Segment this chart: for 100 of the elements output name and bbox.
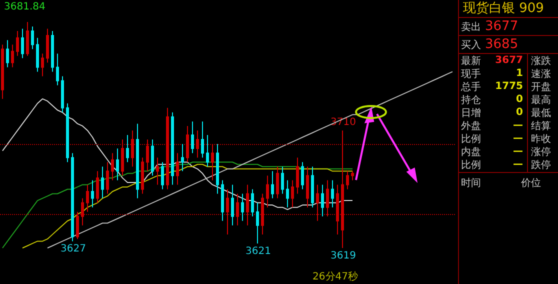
text: 现手 xyxy=(461,68,482,80)
candlestick xyxy=(1,44,4,100)
text: 0 xyxy=(515,107,524,118)
candlestick xyxy=(156,157,159,186)
candlestick xyxy=(291,180,294,208)
candlestick xyxy=(81,198,84,226)
candlestick xyxy=(136,123,139,199)
candlestick xyxy=(336,184,339,235)
candlestick xyxy=(86,184,89,212)
annotation: 3710 xyxy=(330,116,356,128)
candlestick xyxy=(301,162,304,190)
candlestick xyxy=(171,112,174,186)
candlestick xyxy=(261,193,264,235)
candlestick xyxy=(331,180,334,208)
candlestick xyxy=(151,139,154,176)
candlestick xyxy=(161,162,164,190)
candlestick xyxy=(246,184,249,226)
text: 时间 xyxy=(461,176,482,190)
text: 3681.84 xyxy=(4,2,46,12)
text: 总手 xyxy=(461,80,482,94)
candlestick xyxy=(271,170,274,199)
candlestick xyxy=(101,166,104,199)
candlestick xyxy=(286,180,289,208)
text: — xyxy=(512,120,524,131)
candlestick xyxy=(241,193,244,222)
text: 3685 xyxy=(485,37,518,52)
candlestick xyxy=(126,134,129,163)
text: 开盘 xyxy=(527,80,551,94)
candlestick xyxy=(196,130,199,158)
text: 内盘 xyxy=(461,146,482,158)
candlestick xyxy=(226,188,229,235)
candlestick xyxy=(191,120,194,154)
candlestick xyxy=(201,120,204,158)
candlestick xyxy=(276,166,279,199)
text: 1 xyxy=(515,68,524,79)
candlestick xyxy=(26,22,29,56)
candlestick xyxy=(176,152,179,186)
candlestick xyxy=(231,184,234,226)
candlestick xyxy=(316,184,319,222)
candlestick xyxy=(111,152,114,181)
text: 比例 xyxy=(461,132,482,146)
candlestick xyxy=(96,170,99,204)
text: 昨收 xyxy=(527,132,551,146)
candlestick xyxy=(216,144,219,194)
candlestick xyxy=(71,152,74,242)
candlestick xyxy=(31,26,34,50)
annotation: 3627 xyxy=(60,244,86,255)
candlestick xyxy=(11,44,14,68)
text: 跌停 xyxy=(527,158,551,172)
text: 涨停 xyxy=(527,144,551,158)
text: 最新 xyxy=(461,54,482,68)
candlestick xyxy=(321,184,324,217)
annotation: 3621 xyxy=(246,246,271,257)
text: 最低 xyxy=(527,106,551,120)
candlestick xyxy=(221,180,224,222)
text: 3677 xyxy=(485,19,518,34)
candlestick xyxy=(266,175,269,208)
text: 买入 xyxy=(461,38,482,52)
candlestick xyxy=(116,148,119,181)
candlestick xyxy=(56,53,59,86)
candlestick xyxy=(281,166,284,194)
text: 比例 xyxy=(461,158,482,172)
text: 卖出 xyxy=(461,20,482,34)
candlestick xyxy=(66,102,69,163)
candlestick xyxy=(166,107,169,190)
candlestick xyxy=(296,157,299,194)
text: 最高 xyxy=(527,92,551,106)
candlestick xyxy=(51,30,54,72)
candlestick xyxy=(256,202,259,244)
candlestick xyxy=(141,157,144,194)
candlestick xyxy=(36,37,39,72)
candlestick xyxy=(236,193,239,226)
text: 3677 xyxy=(494,55,524,66)
text: 1775 xyxy=(494,81,524,92)
candlestick xyxy=(106,162,109,194)
text: 外盘 xyxy=(461,120,482,132)
text: 结算 xyxy=(527,118,551,132)
candlestick xyxy=(341,130,344,248)
candlestick xyxy=(351,170,354,181)
text: 现货白银 909 xyxy=(459,0,558,18)
text: 速涨 xyxy=(527,66,551,80)
candlestick xyxy=(16,30,19,56)
candlestick xyxy=(251,188,254,217)
candlestick xyxy=(76,211,79,240)
text: 0 xyxy=(515,94,524,105)
text: 26分47秒 xyxy=(312,270,358,282)
candlestick xyxy=(41,53,44,77)
candlestick xyxy=(346,170,349,190)
text: 涨跌 xyxy=(527,54,551,68)
candlestick xyxy=(306,166,309,208)
candlestick xyxy=(6,40,9,68)
candlestick xyxy=(91,180,94,208)
candlestick xyxy=(186,125,189,163)
text: 日增 xyxy=(461,106,482,120)
text: 价位 xyxy=(521,177,541,190)
candlestick xyxy=(146,139,149,172)
candlestick xyxy=(206,134,209,168)
candlestick xyxy=(61,76,64,113)
candlestick xyxy=(121,139,124,176)
candlestick xyxy=(21,28,24,59)
